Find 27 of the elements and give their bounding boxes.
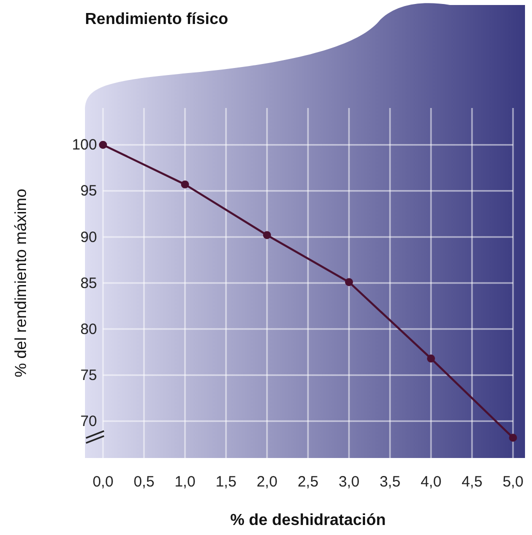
x-tick-label: 1,5: [216, 474, 236, 491]
x-tick-label: 1,0: [174, 474, 196, 491]
y-tick-label: 85: [80, 274, 97, 292]
x-tick-label: 3,0: [338, 474, 360, 491]
y-tick-label: 95: [80, 182, 97, 200]
y-tick-label: 90: [80, 228, 97, 246]
y-tick-label: 75: [80, 366, 97, 384]
point: [263, 231, 271, 240]
x-tick-label: 0,0: [92, 474, 114, 491]
x-tick-label: 4,0: [420, 474, 442, 491]
chart-title: Rendimiento físico: [85, 11, 228, 28]
x-axis-title: % de deshidratación: [230, 512, 386, 529]
y-tick-label: 70: [80, 412, 97, 430]
point: [427, 354, 435, 363]
point: [181, 180, 189, 188]
x-tick-label: 0,5: [134, 474, 154, 491]
x-tick-label: 2,5: [298, 474, 318, 491]
x-tick-label: 4,5: [462, 474, 482, 491]
x-tick-label: 5,0: [502, 474, 524, 491]
point: [509, 434, 517, 442]
x-tick-label: 2,0: [256, 474, 278, 491]
x-tick-label: 3,5: [380, 474, 400, 491]
point: [99, 140, 107, 149]
point: [345, 278, 353, 286]
y-axis-title: % del rendimiento máximo: [13, 188, 30, 378]
y-tick-label: 80: [80, 320, 97, 338]
y-tick-label: 100: [72, 136, 97, 154]
